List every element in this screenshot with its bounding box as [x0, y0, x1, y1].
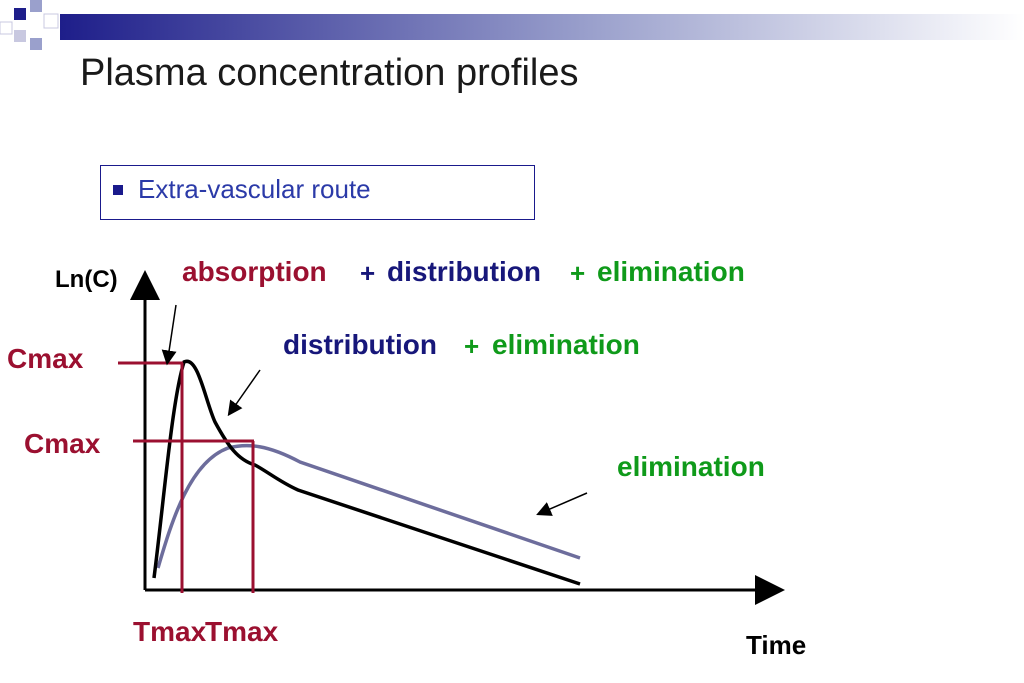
phase-absorption-label: absorption — [182, 256, 327, 287]
cmax-label-2: Cmax — [24, 428, 101, 459]
tmax-label-2: Tmax — [205, 616, 279, 647]
phase-distribution-label: distribution — [387, 256, 541, 287]
phase-elimination-label: elimination — [492, 329, 640, 360]
decorative-header-bar — [0, 0, 1024, 50]
bullet-box: Extra-vascular route — [100, 165, 535, 220]
pointer-arrow-distribution — [227, 369, 261, 417]
bullet-square-icon — [113, 185, 123, 195]
plus-sign: + — [570, 258, 586, 288]
curve-slow-absorption — [156, 443, 581, 569]
phase-elimination-label: elimination — [597, 256, 745, 287]
x-axis-label: Time — [746, 630, 807, 660]
y-axis-label: Ln(C) — [55, 266, 118, 293]
plus-sign: + — [464, 331, 480, 361]
phase-distribution-label: distribution — [283, 329, 437, 360]
plus-sign: + — [360, 258, 376, 288]
cmax-label-1: Cmax — [7, 343, 84, 374]
curve-fast-absorption — [152, 359, 581, 586]
tmax-label-1: Tmax — [133, 616, 207, 647]
bullet-text: Extra-vascular route — [138, 174, 371, 204]
slide-title: Plasma concentration profiles — [80, 52, 579, 94]
phase-elimination-label: elimination — [617, 451, 765, 482]
pointer-arrow-elimination — [536, 492, 588, 516]
pointer-arrow-absorption — [161, 304, 177, 366]
